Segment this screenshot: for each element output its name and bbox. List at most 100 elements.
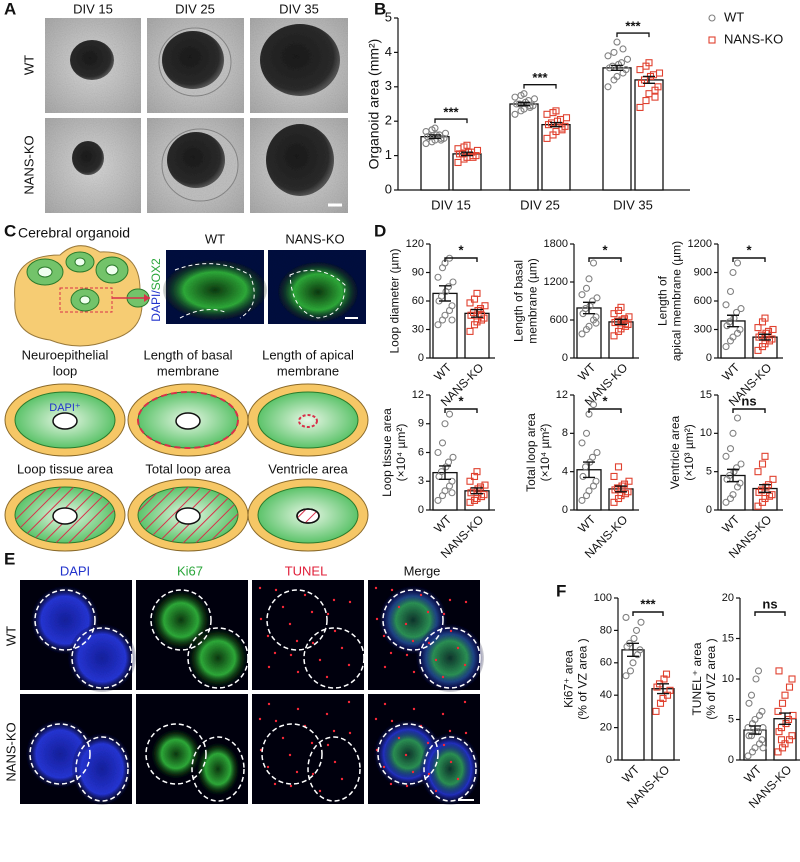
tunel-dot — [281, 605, 285, 609]
error-bar — [439, 285, 451, 302]
tunel-dot — [295, 639, 299, 643]
micrographs — [163, 250, 366, 324]
tunel-dot — [382, 765, 386, 769]
tunel-dot — [390, 719, 394, 723]
x-tick-label: DIV 15 — [431, 197, 471, 212]
tunel-dot — [383, 702, 387, 706]
data-point — [636, 103, 644, 111]
organoid — [260, 24, 340, 96]
tunel-dot — [347, 663, 351, 667]
data-point — [751, 715, 759, 724]
x-tick-label: WT — [619, 762, 643, 786]
y-axis-label: Total loop area — [524, 413, 538, 492]
apical-outline — [298, 414, 318, 428]
column-label: Merge — [404, 563, 441, 578]
data-point — [610, 332, 618, 340]
neuroepithelium — [257, 391, 359, 449]
tunel-dot — [332, 598, 336, 602]
data-point — [511, 93, 519, 101]
diagram-label: Ventricle area — [268, 461, 348, 476]
data-point — [582, 429, 591, 437]
micrographs — [20, 580, 484, 805]
tunel-dot — [442, 612, 446, 616]
data-point — [604, 83, 612, 91]
data-point — [592, 477, 600, 485]
significance-bracket — [754, 611, 786, 616]
ventricle — [175, 507, 201, 525]
data-point — [444, 283, 453, 291]
tunel-dot — [426, 741, 430, 745]
data-point — [737, 460, 745, 468]
legend-marker — [708, 14, 716, 22]
tunel-dot — [383, 665, 387, 669]
ventricle-hatch — [296, 508, 320, 524]
data-point — [578, 496, 586, 504]
data-point — [789, 711, 797, 720]
error-bar — [627, 642, 639, 658]
data-point — [636, 646, 644, 654]
tunel-dot — [332, 729, 336, 733]
tunel-dot — [273, 782, 277, 786]
tunel-dot — [456, 777, 460, 781]
data-point — [754, 502, 762, 510]
y-tick-label: 15 — [700, 389, 712, 401]
ventricle — [52, 412, 78, 430]
y-tick-label: 12 — [556, 389, 568, 401]
significance-bracket — [444, 257, 478, 262]
data-point — [581, 463, 590, 471]
tunel-dot — [281, 736, 285, 740]
data-point — [473, 289, 481, 297]
error-bar — [550, 121, 562, 128]
error-bar — [727, 314, 739, 328]
data-point — [589, 401, 598, 409]
x-tick-label: DIV 25 — [520, 197, 560, 212]
tunel-dot — [266, 765, 270, 769]
y-axis-label: TUNEL⁺ area — [690, 642, 704, 715]
data-point — [662, 670, 671, 678]
error-bar — [749, 725, 761, 735]
outline — [191, 736, 245, 802]
outline — [187, 627, 249, 689]
outline — [423, 736, 477, 802]
tunel-dot — [456, 646, 460, 650]
panel-label: F — [556, 581, 566, 600]
data-point — [431, 124, 439, 132]
data-point — [579, 472, 587, 481]
tunel-dot — [448, 598, 452, 602]
data-point — [578, 291, 586, 299]
tunel-dot — [426, 610, 430, 614]
y-tick-label: 20 — [722, 592, 734, 604]
tunel-dot — [326, 612, 330, 616]
data-point — [736, 479, 744, 487]
data-point — [610, 472, 618, 481]
tunel-dot — [340, 646, 344, 650]
significance-label: * — [602, 393, 608, 408]
y-tick-label: 9 — [418, 418, 424, 430]
bar — [651, 688, 675, 761]
y-tick-label: 6 — [418, 446, 424, 458]
x-tick-label: WT — [719, 512, 743, 536]
data-point — [463, 141, 471, 149]
data-point — [480, 491, 488, 499]
column-label: NANS-KO — [285, 231, 344, 246]
data-point — [593, 294, 601, 302]
data-point — [751, 744, 759, 752]
y-tick-label: 0 — [562, 352, 568, 364]
tunel-dot — [441, 675, 445, 679]
ventricle — [175, 412, 201, 430]
data-point — [625, 477, 633, 485]
data-point — [722, 452, 730, 460]
data-point — [511, 110, 519, 118]
data-point — [437, 136, 445, 144]
data-point — [445, 410, 454, 418]
y-tick-label: 5 — [728, 713, 734, 725]
bar — [621, 649, 645, 761]
brightfield-panel: DIV 15 DIV 25 DIV 35 WT NANS-KO — [21, 1, 348, 213]
tunel-dot — [303, 593, 307, 597]
data-point — [434, 448, 442, 457]
data-point — [512, 100, 521, 108]
significance-label: * — [458, 242, 464, 257]
tunel-dot — [288, 622, 292, 626]
